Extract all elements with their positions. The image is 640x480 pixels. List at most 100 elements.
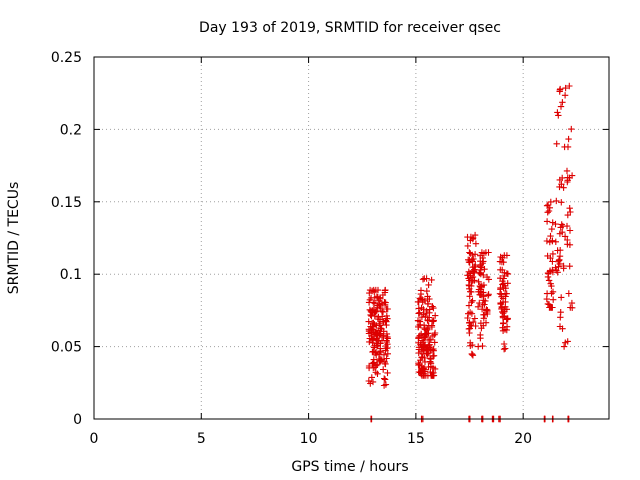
- data-point: [420, 372, 427, 379]
- data-point: [560, 265, 567, 272]
- chart-title: Day 193 of 2019, SRMTID for receiver qse…: [199, 20, 501, 36]
- data-point: [467, 342, 474, 349]
- data-point: [430, 317, 437, 324]
- data-point: [429, 372, 436, 379]
- y-tick-label: 0.25: [51, 50, 82, 66]
- data-point: [475, 278, 482, 285]
- data-point: [480, 293, 487, 300]
- data-point: [381, 375, 388, 382]
- data-point: [370, 360, 377, 367]
- data-point: [563, 167, 571, 175]
- data-point: [384, 350, 391, 357]
- data-point: [557, 247, 564, 254]
- x-tick-label: 5: [197, 431, 206, 447]
- data-point: [415, 298, 422, 306]
- data-point: [371, 288, 378, 295]
- data-point: [422, 313, 429, 320]
- data-point: [467, 237, 474, 244]
- data-point: [419, 276, 427, 283]
- data-point: [465, 325, 473, 333]
- data-point: [561, 92, 569, 99]
- data-point: [432, 312, 439, 319]
- data-point: [497, 275, 504, 282]
- data-point: [381, 301, 389, 308]
- data-point: [544, 273, 552, 281]
- data-point: [549, 258, 556, 265]
- data-point: [372, 369, 379, 376]
- data-point: [369, 307, 376, 314]
- data-point: [370, 359, 378, 366]
- data-point: [502, 298, 509, 306]
- data-point: [481, 311, 488, 318]
- data-point: [568, 125, 575, 133]
- data-point: [383, 312, 390, 320]
- data-point: [501, 312, 508, 320]
- data-point: [374, 294, 381, 301]
- data-point: [415, 349, 422, 357]
- data-point: [471, 263, 478, 270]
- data-point: [471, 231, 479, 239]
- data-point: [415, 323, 422, 331]
- data-point: [549, 219, 556, 226]
- data-point: [499, 308, 506, 316]
- data-point: [503, 252, 511, 259]
- data-point: [375, 320, 383, 327]
- data-point: [424, 350, 431, 358]
- data-point: [500, 320, 507, 327]
- data-point: [497, 300, 504, 308]
- data-point: [500, 310, 507, 317]
- data-point: [497, 266, 504, 273]
- data-point: [431, 339, 438, 346]
- data-point: [428, 303, 436, 310]
- data-point: [466, 259, 473, 266]
- data-point: [424, 336, 432, 344]
- data-point: [429, 318, 436, 325]
- data-point: [547, 232, 554, 240]
- data-point: [376, 301, 383, 308]
- data-point: [555, 257, 563, 264]
- data-point: [484, 307, 491, 314]
- data-point: [566, 205, 573, 212]
- data-point: [426, 314, 433, 321]
- data-point: [424, 300, 432, 308]
- data-point: [466, 249, 473, 256]
- data-point: [477, 252, 484, 259]
- data-point: [465, 268, 472, 275]
- data-point: [564, 178, 571, 186]
- data-point: [415, 361, 422, 369]
- data-point: [480, 281, 488, 289]
- data-point: [543, 218, 551, 225]
- data-point: [384, 369, 391, 377]
- data-point: [547, 280, 554, 287]
- data-point: [375, 327, 382, 334]
- data-point: [552, 238, 559, 245]
- data-point: [414, 317, 422, 324]
- data-point: [560, 184, 567, 191]
- data-point: [374, 337, 381, 345]
- data-point: [548, 304, 555, 311]
- data-point: [371, 300, 378, 307]
- data-point: [555, 112, 562, 119]
- data-point: [504, 316, 511, 323]
- data-point: [431, 331, 438, 338]
- data-point: [557, 224, 564, 231]
- data-point: [562, 84, 569, 92]
- data-point: [543, 290, 551, 297]
- data-point: [469, 352, 477, 359]
- data-point: [564, 236, 571, 244]
- data-point: [365, 318, 372, 325]
- data-point: [430, 345, 437, 353]
- data-point: [557, 314, 564, 321]
- data-point: [476, 269, 483, 277]
- data-point: [383, 338, 390, 346]
- data-point: [502, 345, 509, 352]
- data-point: [484, 292, 492, 299]
- data-point: [419, 343, 427, 351]
- data-point: [553, 140, 560, 147]
- data-point: [428, 276, 435, 284]
- data-point: [559, 229, 566, 236]
- data-point: [369, 360, 376, 367]
- data-point: [381, 376, 389, 383]
- y-tick-label: 0: [73, 412, 82, 428]
